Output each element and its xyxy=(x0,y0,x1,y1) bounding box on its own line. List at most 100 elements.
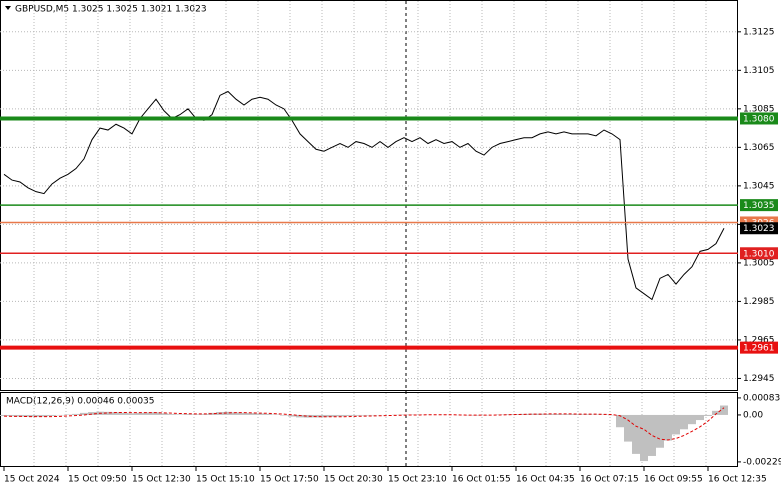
y-tick-label: 0.00 xyxy=(743,410,763,420)
y-tick-label: 1.2965 xyxy=(743,335,775,345)
x-tick-label: 15 Oct 09:50 xyxy=(68,475,127,485)
level-label-box xyxy=(740,199,778,212)
y-tick-label: 1.3005 xyxy=(743,258,775,268)
macd-bar xyxy=(184,414,192,415)
x-tick-label: 16 Oct 07:15 xyxy=(580,475,639,485)
level-label: 1.3010 xyxy=(743,249,775,259)
macd-bar xyxy=(104,411,112,415)
macd-bar xyxy=(200,414,208,415)
y-tick-label: 1.3045 xyxy=(743,181,775,191)
x-tick-label: 16 Oct 01:55 xyxy=(452,475,511,485)
level-label-box xyxy=(740,247,778,260)
macd-bar xyxy=(40,414,48,417)
macd-bar xyxy=(624,414,632,442)
macd-bar xyxy=(0,414,8,416)
macd-bar xyxy=(296,414,304,418)
macd-bar xyxy=(232,412,240,415)
macd-bar xyxy=(328,414,336,417)
macd-bar xyxy=(336,414,344,417)
macd-bar xyxy=(576,414,584,415)
x-tick-label: 15 Oct 15:10 xyxy=(196,475,255,485)
macd-bar xyxy=(48,414,56,416)
macd-bar xyxy=(32,414,40,417)
y-tick-label: 1.2985 xyxy=(743,297,775,307)
x-tick-label: 16 Oct 12:35 xyxy=(708,475,767,485)
macd-bar xyxy=(560,414,568,415)
macd-bar xyxy=(80,412,88,415)
macd-bar xyxy=(704,414,712,416)
chart-title: GBPUSD,M5 1.3025 1.3025 1.3021 1.3023 xyxy=(15,5,207,15)
level-label: 1.3080 xyxy=(743,114,775,124)
macd-bar xyxy=(240,412,248,415)
macd-bar xyxy=(648,414,656,456)
macd-bar xyxy=(144,412,152,415)
level-label-box xyxy=(740,341,778,354)
x-tick-label: 15 Oct 2024 xyxy=(4,475,60,485)
x-tick-label: 15 Oct 20:30 xyxy=(324,475,383,485)
macd-bar xyxy=(544,413,552,415)
y-tick-label: 1.3105 xyxy=(743,66,775,76)
y-tick-label: 1.2945 xyxy=(743,374,775,384)
macd-bar xyxy=(688,414,696,425)
macd-bar xyxy=(528,413,536,415)
macd-bar xyxy=(360,414,368,416)
macd-bar xyxy=(664,414,672,441)
macd-bar xyxy=(672,414,680,435)
macd-bar xyxy=(680,414,688,430)
macd-bar xyxy=(712,410,720,415)
x-tick-label: 16 Oct 04:35 xyxy=(516,475,575,485)
macd-bar xyxy=(88,412,96,415)
macd-bar xyxy=(656,414,664,448)
macd-bar xyxy=(304,414,312,418)
macd-bar xyxy=(112,412,120,415)
macd-bar xyxy=(224,411,232,415)
y-tick-label: 1.3125 xyxy=(743,27,775,37)
level-label: 1.2961 xyxy=(743,344,775,354)
y-tick-label: 1.3085 xyxy=(743,104,775,114)
x-tick-label: 15 Oct 23:10 xyxy=(388,475,447,485)
macd-bar xyxy=(176,414,184,415)
x-tick-label: 15 Oct 12:30 xyxy=(132,475,191,485)
macd-bar xyxy=(320,414,328,418)
y-tick-label: 1.3065 xyxy=(743,143,775,153)
macd-bar xyxy=(72,413,80,415)
macd-bar xyxy=(640,414,648,462)
macd-bar xyxy=(120,412,128,415)
macd-bar xyxy=(264,413,272,415)
macd-bar xyxy=(504,414,512,415)
x-tick-label: 16 Oct 09:55 xyxy=(644,475,703,485)
macd-bar xyxy=(352,414,360,416)
price-line xyxy=(3,90,725,301)
menu-icon xyxy=(5,6,11,10)
macd-bar xyxy=(24,414,32,417)
level-label: 1.3035 xyxy=(743,201,775,211)
macd-bar xyxy=(288,414,296,417)
macd-bar xyxy=(696,414,704,421)
macd-bar xyxy=(160,413,168,415)
macd-bar xyxy=(128,413,136,415)
macd-bar xyxy=(256,413,264,415)
macd-bar xyxy=(616,414,624,428)
macd-bar xyxy=(192,414,200,415)
macd-bar xyxy=(136,412,144,415)
macd-title: MACD(12,26,9) 0.00046 0.00035 xyxy=(6,397,155,407)
last-price-label: 1.3023 xyxy=(743,224,775,234)
macd-bar xyxy=(552,413,560,415)
macd-bar xyxy=(632,414,640,454)
level-label-box xyxy=(740,112,778,125)
y-tick-label: 0.00083 xyxy=(743,393,780,403)
last-price-box xyxy=(740,222,778,235)
y-tick-label: -0.00229 xyxy=(743,457,781,467)
x-tick-label: 15 Oct 17:50 xyxy=(260,475,319,485)
macd-bar xyxy=(16,414,24,417)
price-pane xyxy=(0,0,738,391)
macd-bar xyxy=(8,414,16,417)
macd-bar xyxy=(208,412,216,415)
macd-bar xyxy=(568,414,576,415)
macd-bar xyxy=(152,412,160,415)
macd-bar xyxy=(168,414,176,415)
macd-bar xyxy=(720,405,728,415)
macd-bar xyxy=(280,414,288,416)
